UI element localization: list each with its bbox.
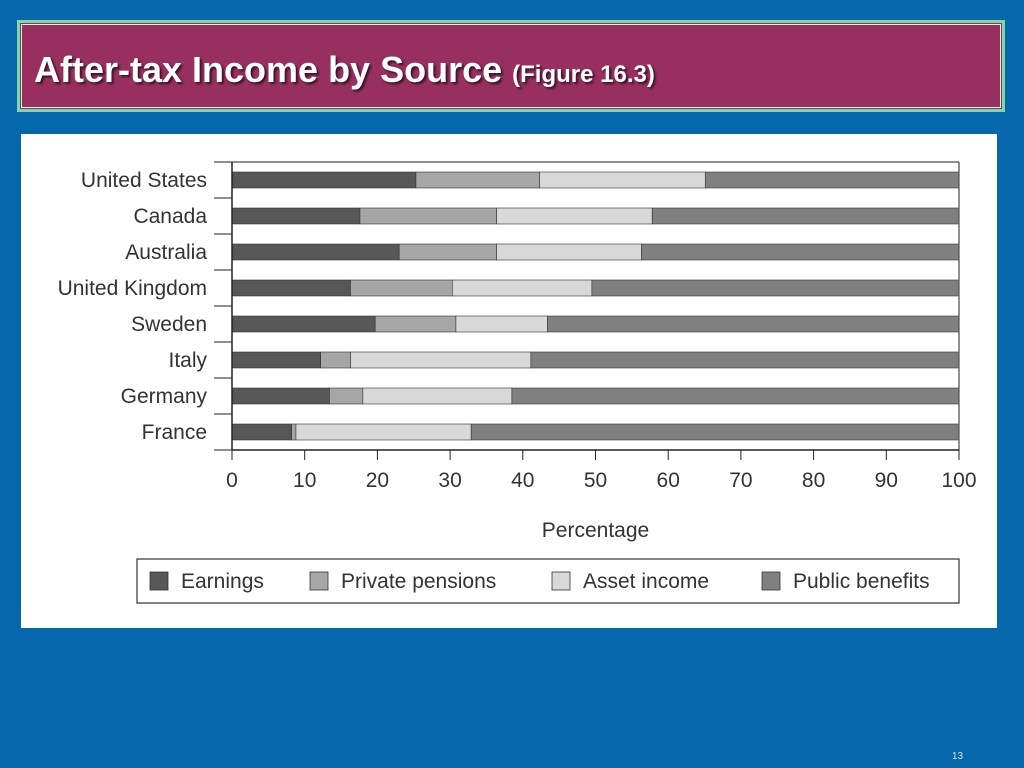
bar-segment <box>496 243 642 261</box>
x-tick-label: 0 <box>226 469 238 492</box>
bar-segment <box>231 171 417 189</box>
legend-swatch <box>761 571 781 591</box>
y-category-label: Italy <box>168 349 207 372</box>
legend-label: Public benefits <box>793 570 930 593</box>
title-banner: After-tax Income by Source (Figure 16.3) <box>17 20 1005 112</box>
bar-segment <box>362 387 513 405</box>
y-category-label: Sweden <box>131 313 207 336</box>
slide-number: 13 <box>952 751 964 762</box>
bar-segment <box>231 279 351 297</box>
bar-segment <box>470 423 960 441</box>
legend-box <box>136 558 960 604</box>
y-category-label: Australia <box>125 241 207 264</box>
bar-segment <box>539 171 706 189</box>
bar-segment <box>231 423 292 441</box>
bar-segment <box>329 387 364 405</box>
bar-segment <box>291 423 297 441</box>
bar-segment <box>455 315 548 333</box>
bar-segment <box>295 423 472 441</box>
x-tick-label: 80 <box>802 469 825 492</box>
y-category-label: Germany <box>121 385 208 408</box>
bar-segment <box>231 243 400 261</box>
chart-panel: United States Canada Australia United Kingd… <box>21 134 997 628</box>
bar-segment <box>451 279 593 297</box>
legend-label: Earnings <box>181 570 264 593</box>
x-tick-label: 50 <box>584 469 607 492</box>
bar-segment <box>641 243 960 261</box>
y-category-label: France <box>142 421 207 444</box>
x-tick-label: 10 <box>293 469 316 492</box>
x-tick-label: 60 <box>657 469 680 492</box>
bar-segment <box>496 207 653 225</box>
slide-title-main: After-tax Income by Source <box>34 49 503 90</box>
bar-segment <box>350 279 453 297</box>
bar-segment <box>320 351 351 369</box>
x-tick-label: 100 <box>941 469 976 492</box>
x-tick-label: 90 <box>875 469 898 492</box>
bar-segment <box>511 387 960 405</box>
legend-swatch <box>149 571 169 591</box>
bar-segment <box>359 207 497 225</box>
bar-segment <box>547 315 960 333</box>
bar-segment <box>231 207 361 225</box>
bar-segment <box>231 387 330 405</box>
legend-label: Private pensions <box>341 570 496 593</box>
y-category-label: United Kingdom <box>58 277 207 300</box>
bar-segment <box>591 279 960 297</box>
bar-segment <box>374 315 457 333</box>
bar-segment <box>530 351 960 369</box>
y-category-label: United States <box>81 169 207 192</box>
stacked-bar-chart: United States Canada Australia United Kingd… <box>58 161 977 604</box>
x-tick-label: 20 <box>366 469 389 492</box>
figure-reference: (Figure 16.3) <box>512 61 655 88</box>
bar-segment <box>231 351 321 369</box>
bar-segment <box>704 171 960 189</box>
bar-segment <box>415 171 540 189</box>
x-axis-label: Percentage <box>542 519 649 542</box>
x-tick-label: 30 <box>438 469 461 492</box>
bar-segment <box>350 351 532 369</box>
x-tick-label: 40 <box>511 469 534 492</box>
bar-segment <box>231 315 376 333</box>
bar-segment <box>398 243 497 261</box>
legend-label: Asset income <box>583 570 709 593</box>
legend-swatch <box>309 571 329 591</box>
bar-segment <box>651 207 960 225</box>
legend-swatch <box>551 571 571 591</box>
slide-title: After-tax Income by Source (Figure 16.3) <box>34 49 655 91</box>
x-tick-label: 70 <box>729 469 752 492</box>
y-category-label: Canada <box>133 205 207 228</box>
